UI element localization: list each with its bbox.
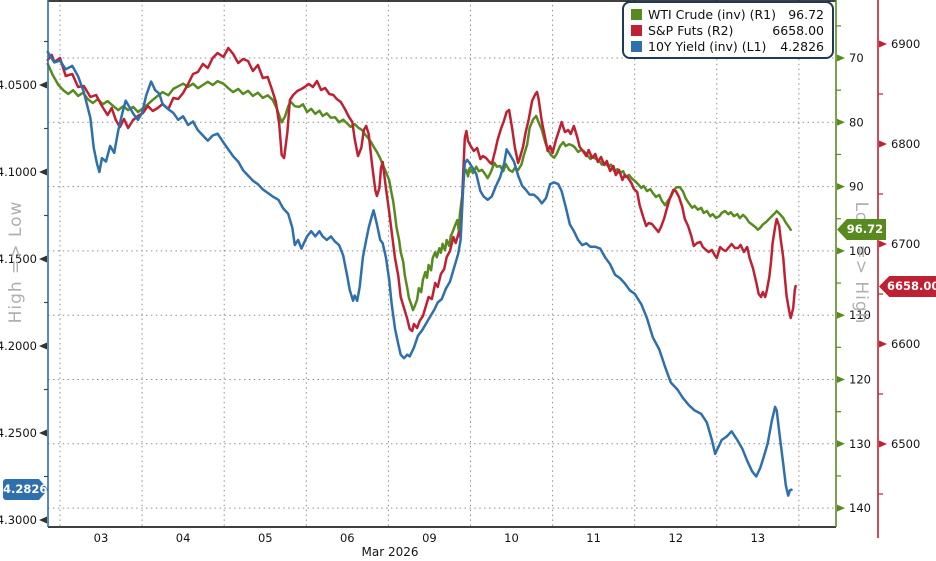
right-inner-tick-label: 80 xyxy=(849,115,864,129)
last-value-badge-10y: 4.2826 xyxy=(3,479,48,500)
left-tick-label: 4.3000 xyxy=(0,513,37,527)
x-tick-label: 12 xyxy=(668,531,683,545)
last-value-badge-wti: 96.72 xyxy=(837,219,886,240)
left-tick-label: 4.0500 xyxy=(0,78,37,92)
legend-item-spx[interactable]: S&P Futs (R2) 6658.00 xyxy=(631,22,824,38)
right-inner-tick-arrow-icon xyxy=(837,376,845,383)
x-axis-title: Mar 2026 xyxy=(361,545,419,559)
right-inner-tick-arrow-icon xyxy=(837,311,845,319)
x-tick-label: 13 xyxy=(750,531,765,545)
right-outer-tick-label: 6900 xyxy=(891,37,920,51)
left-tick-arrow-icon xyxy=(39,168,47,176)
yield-swatch-icon xyxy=(631,40,642,52)
right-inner-tick-arrow-icon xyxy=(837,504,845,512)
left-tick-arrow-icon xyxy=(39,516,47,524)
legend: WTI Crude (inv) (R1) 96.72 S&P Futs (R2)… xyxy=(622,1,834,59)
left-tick-label: 4.1000 xyxy=(0,165,37,179)
series-line-spx xyxy=(46,46,797,333)
right-inner-tick-arrow-icon xyxy=(837,247,845,255)
last-value-badge-spx: 6658.00 xyxy=(879,276,936,297)
right-inner-tick-label: 90 xyxy=(849,180,864,194)
right-inner-tick-arrow-icon xyxy=(837,440,845,448)
x-tick-label: 03 xyxy=(94,531,109,545)
right-outer-tick-label: 6500 xyxy=(891,437,920,451)
legend-item-wti[interactable]: WTI Crude (inv) (R1) 96.72 xyxy=(631,6,824,22)
x-tick-label: 11 xyxy=(586,531,601,545)
right-inner-tick-arrow-icon xyxy=(837,118,845,126)
legend-value: 6658.00 xyxy=(772,22,824,38)
right-inner-tick-label: 70 xyxy=(849,51,864,65)
right-inner-tick-arrow-icon xyxy=(837,183,845,191)
left-tick-arrow-icon xyxy=(39,429,47,437)
left-axis-title: High => Low xyxy=(6,200,26,324)
x-tick-label: 09 xyxy=(422,531,437,545)
right-outer-tick-arrow-icon xyxy=(879,340,887,348)
right-outer-tick-arrow-icon xyxy=(879,140,887,148)
right-inner-tick-label: 100 xyxy=(849,244,871,258)
legend-item-10y[interactable]: 10Y Yield (inv) (L1) 4.2826 xyxy=(631,38,824,54)
right-outer-tick-arrow-icon xyxy=(879,240,887,248)
right-outer-tick-arrow-icon xyxy=(879,40,887,48)
left-tick-label: 4.1500 xyxy=(0,252,37,266)
right-inner-tick-label: 120 xyxy=(849,373,871,387)
wti-swatch-icon xyxy=(631,8,642,20)
legend-label: WTI Crude (inv) (R1) xyxy=(648,6,776,22)
left-tick-arrow-icon xyxy=(39,81,47,89)
right-inner-tick-label: 110 xyxy=(849,308,871,322)
series-line-yield10y xyxy=(46,50,793,497)
left-tick-label: 4.2500 xyxy=(0,426,37,440)
right-inner-tick-label: 130 xyxy=(849,437,871,451)
x-tick-label: 05 xyxy=(258,531,273,545)
legend-value: 4.2826 xyxy=(780,38,824,54)
legend-value: 96.72 xyxy=(788,6,824,22)
spx-swatch-icon xyxy=(631,24,642,36)
right-outer-tick-label: 6600 xyxy=(891,337,920,351)
x-tick-label: 06 xyxy=(340,531,355,545)
left-tick-label: 4.2000 xyxy=(0,339,37,353)
series-line-wti xyxy=(46,62,792,312)
right-outer-tick-label: 6800 xyxy=(891,137,920,151)
right-outer-tick-label: 6700 xyxy=(891,237,920,251)
legend-label: S&P Futs (R2) xyxy=(648,22,734,38)
left-tick-arrow-icon xyxy=(39,255,47,263)
right-outer-tick-arrow-icon xyxy=(879,440,887,448)
left-tick-arrow-icon xyxy=(39,342,47,350)
legend-label: 10Y Yield (inv) (L1) xyxy=(648,38,767,54)
right-inner-tick-arrow-icon xyxy=(837,54,845,62)
x-tick-label: 04 xyxy=(176,531,191,545)
x-tick-label: 10 xyxy=(504,531,519,545)
right-inner-tick-label: 140 xyxy=(849,501,871,515)
